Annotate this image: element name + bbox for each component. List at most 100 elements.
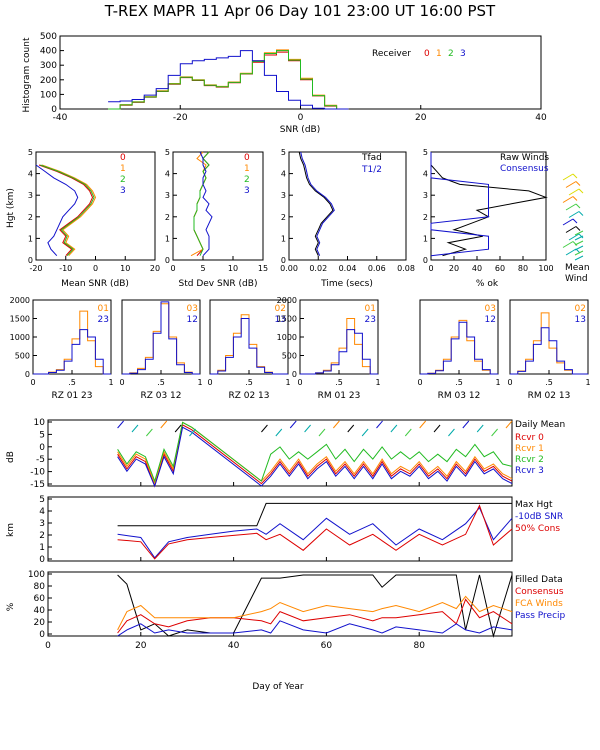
corr-0-xtick-label: .5 bbox=[68, 378, 76, 387]
time-legend-tfad: Tfad bbox=[361, 153, 382, 163]
daily-wind-barb bbox=[275, 428, 283, 437]
wind-xtick-label: 100 bbox=[538, 264, 553, 273]
daily-series-Rcvr3 bbox=[117, 426, 513, 488]
filled-ytick-label: 100 bbox=[28, 570, 45, 580]
wind-barb bbox=[574, 235, 584, 241]
corr-4-tag-b: 12 bbox=[485, 315, 496, 325]
corr-4-xtick-label: 1 bbox=[495, 378, 500, 387]
corr-2-xtick-label: 0 bbox=[207, 378, 212, 387]
profile-hgt-label: Hgt (km) bbox=[6, 188, 16, 228]
histogram-legend-3: 3 bbox=[460, 49, 466, 59]
mean-snr-legend-0: 0 bbox=[120, 153, 126, 163]
filled-xlabel: Day of Year bbox=[252, 682, 304, 692]
wind-barb bbox=[574, 250, 584, 256]
wind-barb bbox=[568, 211, 580, 218]
daily-ytick-label: -10 bbox=[30, 468, 45, 478]
corr-3-xtick-label: 0 bbox=[297, 378, 302, 387]
histogram-ytick-label: 100 bbox=[40, 90, 57, 100]
wind-barb bbox=[565, 226, 577, 233]
filled-ytick-label: 40 bbox=[34, 606, 46, 616]
wind-ytick-label: 2 bbox=[423, 213, 428, 222]
time-xtick-label: 0.02 bbox=[309, 264, 327, 273]
std-snr-legend-2: 2 bbox=[244, 175, 250, 185]
time-frame bbox=[288, 151, 407, 261]
corr-5-xtick-label: 0 bbox=[507, 378, 512, 387]
corr-2-xtick-label: 1 bbox=[285, 378, 290, 387]
filled-ytick-label: 20 bbox=[34, 618, 46, 628]
daily-frame bbox=[47, 419, 513, 487]
corr-0-xtick-label: 1 bbox=[108, 378, 113, 387]
corr-3-ytick-label: 1000 bbox=[277, 333, 297, 342]
filled-xtick-label: 20 bbox=[135, 641, 147, 651]
time-legend-thalf: T1/2 bbox=[361, 165, 382, 175]
daily-wind-barb bbox=[145, 428, 153, 437]
filled-legend-0: Filled Data bbox=[515, 575, 563, 585]
filled-legend-1: Consensus bbox=[515, 587, 564, 597]
std-snr-ytick-label: 2 bbox=[165, 213, 170, 222]
mean-snr-xlabel: Mean SNR (dB) bbox=[61, 279, 129, 289]
std-snr-xtick-label: 0 bbox=[170, 264, 175, 273]
time-ytick-label: 4 bbox=[281, 170, 286, 179]
corr-3-tag-b: 23 bbox=[365, 315, 376, 325]
mean-snr-series-3 bbox=[35, 164, 79, 257]
time-ytick-label: 5 bbox=[281, 148, 286, 157]
mean-snr-legend-3: 3 bbox=[120, 186, 126, 196]
maxhgt-series-50Cons bbox=[117, 504, 513, 560]
filled-ylabel: % bbox=[6, 602, 16, 611]
corr-0-xlabel: RZ 01 23 bbox=[51, 391, 92, 401]
max-hgt-panel: 0 1 2 3 4 5 bbox=[39, 495, 513, 565]
wind-barb bbox=[574, 255, 584, 261]
time-xtick-label: 0.06 bbox=[368, 264, 386, 273]
daily-legend-0: Daily Mean bbox=[515, 420, 565, 430]
wind-barb bbox=[568, 188, 580, 196]
std-snr-ytick-label: 4 bbox=[165, 170, 170, 179]
wind-barb bbox=[575, 203, 581, 209]
mean-snr-ytick-label: 4 bbox=[28, 170, 33, 179]
time-xtick-label: 0.04 bbox=[339, 264, 357, 273]
corr-0-ytick-label: 1500 bbox=[10, 315, 30, 324]
wind-barb bbox=[572, 173, 578, 179]
corr-1-tag-a: 03 bbox=[187, 304, 198, 314]
corr-4-tag-a: 03 bbox=[485, 304, 496, 314]
histogram-legend-1: 1 bbox=[436, 49, 442, 59]
histogram-ytick-label: 400 bbox=[40, 47, 57, 57]
wind-barb bbox=[568, 233, 580, 241]
histogram-xlabel: SNR (dB) bbox=[280, 125, 320, 135]
histogram-ytick-label: 300 bbox=[40, 61, 57, 71]
histogram-xtick-label: -40 bbox=[53, 113, 68, 123]
corr-5-xtick-label: .5 bbox=[545, 378, 553, 387]
daily-wind-barb bbox=[433, 424, 441, 433]
corr-0-series-23 bbox=[33, 329, 111, 375]
daily-wind-barb bbox=[131, 424, 139, 433]
std-snr-xtick-label: 10 bbox=[228, 264, 238, 273]
corr-0-ytick-label: 1000 bbox=[10, 333, 30, 342]
wind-xlabel: % ok bbox=[476, 279, 499, 289]
corr-2-xlabel: RZ 02 13 bbox=[228, 391, 269, 401]
corr-1-series-12 bbox=[122, 301, 200, 375]
histogram-xtick-label: 0 bbox=[298, 113, 304, 123]
time-ytick-label: 2 bbox=[281, 213, 286, 222]
wind-barb bbox=[562, 218, 574, 226]
daily-wind-barb bbox=[174, 424, 182, 433]
daily-wind-barb bbox=[289, 420, 297, 429]
wind-barb bbox=[578, 233, 584, 239]
maxhgt-ylabel: km bbox=[6, 523, 16, 537]
wind-barb bbox=[572, 196, 578, 201]
wind-barb bbox=[575, 226, 581, 231]
wind-barb bbox=[578, 211, 584, 216]
maxhgt-series-MaxHgt bbox=[117, 502, 512, 527]
daily-ytick-label: -15 bbox=[30, 480, 45, 490]
corr-4-xtick-label: 0 bbox=[417, 378, 422, 387]
wind-barb bbox=[565, 181, 577, 188]
wind-frame bbox=[430, 151, 547, 261]
daily-wind-barb bbox=[448, 428, 455, 437]
filled-series-FilledData bbox=[117, 574, 513, 638]
daily-ytick-label: -5 bbox=[36, 455, 45, 465]
corr-2-xtick-label: .5 bbox=[245, 378, 253, 387]
daily-legend-2: Rcvr 1 bbox=[515, 444, 544, 454]
wind-xtick-label: 60 bbox=[495, 264, 505, 273]
mean-snr-xtick-label: -10 bbox=[59, 264, 72, 273]
corr-2-tag-b: 13 bbox=[275, 315, 286, 325]
